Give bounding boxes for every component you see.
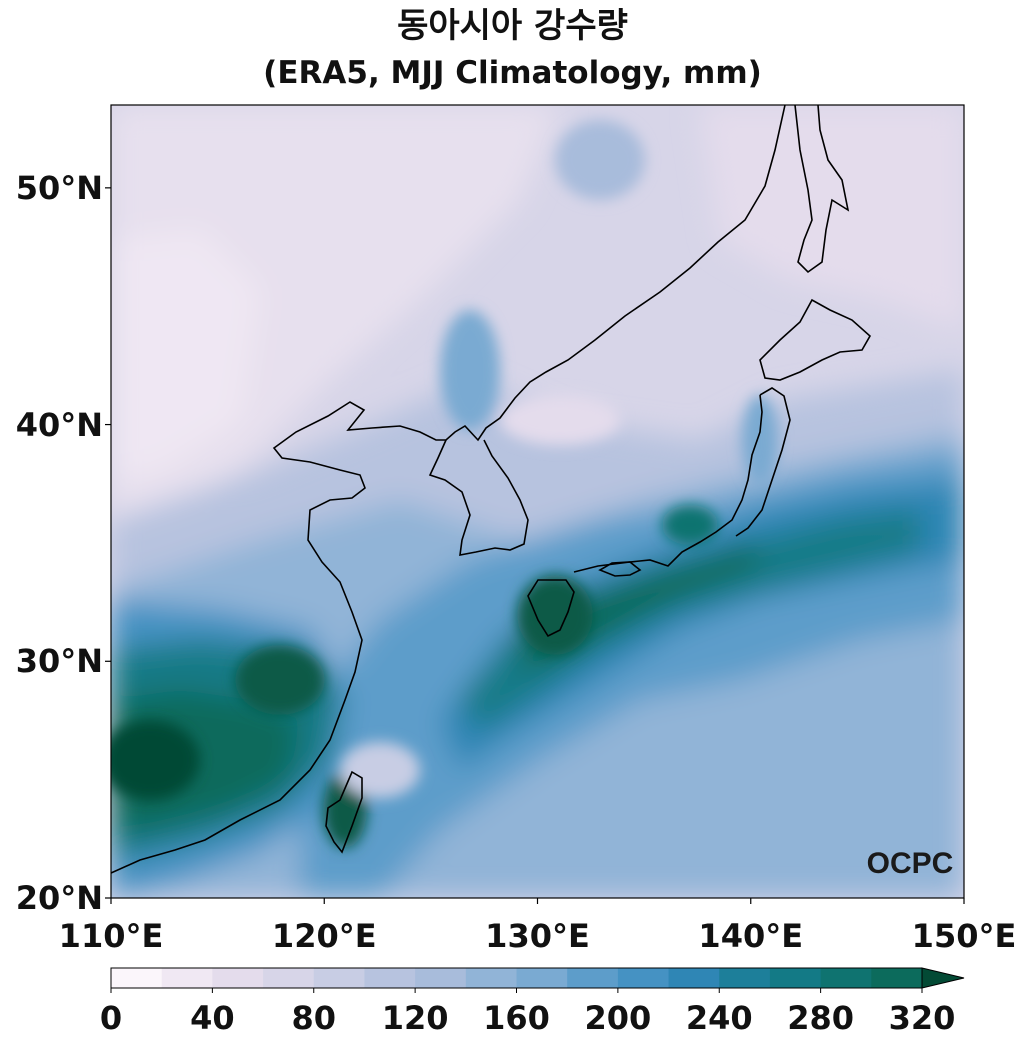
colorbar-tick-label: 120 [381,999,449,1037]
lon-tick-label: 150°E [911,917,1017,955]
colorbar-tick-label: 80 [291,999,337,1037]
colorbar-segment [415,968,467,988]
colorbar-segment [769,968,822,988]
colorbar-segment [263,968,315,988]
lon-tick-label: 130°E [485,917,590,955]
colorbar-tick-label: 40 [190,999,235,1037]
lon-tick-label: 110°E [58,917,164,955]
colorbar-segment [516,968,568,988]
colorbar-tick-label: 280 [787,999,855,1037]
colorbar-segment [364,968,416,988]
colorbar-segment [465,968,518,988]
chart-title: 동아시아 강수량 [397,6,628,46]
colorbar-tick-label: 200 [584,999,652,1037]
colorbar-tick-label: 0 [99,999,123,1037]
colorbar-segment [617,968,670,988]
coastlines [111,105,872,874]
colorbar-segment [719,968,771,988]
lat-tick-label: 50°N [15,168,103,207]
colorbar-segment [668,968,720,988]
colorbar-segment [313,968,366,988]
ocpc-watermark: OCPC [867,847,954,880]
colorbar-extend-arrow [921,967,965,989]
colorbar-segment [567,968,619,988]
colorbar-segment [871,968,923,988]
colorbar-segment [820,968,872,988]
lon-tick-label: 120°E [271,917,377,955]
colorbar-segment [212,968,264,988]
colorbar-segment [111,968,163,988]
colorbar [110,967,965,993]
colorbar-tick-label: 320 [888,999,956,1037]
chart-subtitle: (ERA5, MJJ Climatology, mm) [263,55,762,91]
lat-tick-label: 20°N [15,879,103,917]
colorbar-segment [161,968,213,988]
colorbar-tick-label: 160 [483,999,550,1037]
lon-tick-label: 140°E [698,917,804,955]
colorbar-tick-label: 240 [685,999,753,1037]
lat-tick-label: 40°N [15,405,103,444]
precipitation-field [111,105,964,898]
lat-tick-label: 30°N [15,642,103,681]
